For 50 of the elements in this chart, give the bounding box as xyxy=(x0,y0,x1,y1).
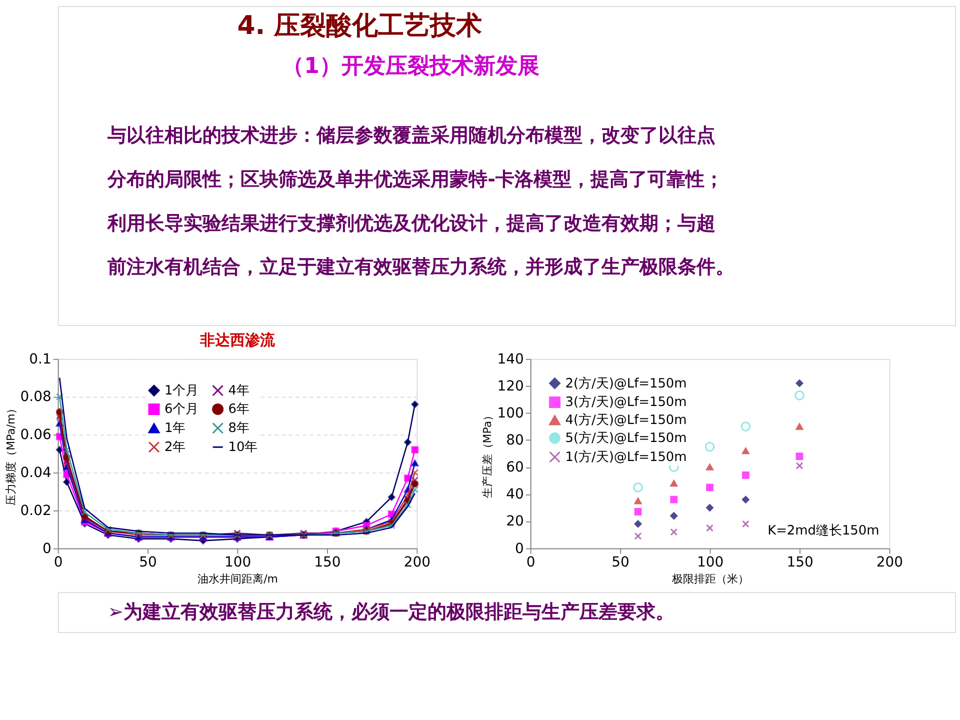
y-tick-label: 0.04 xyxy=(20,465,52,482)
x-tick-label: 50 xyxy=(139,554,157,571)
text: 分布的局限性；区块筛选及单井优选采用蒙特-卡洛模型，提高了可靠性； xyxy=(106,168,724,190)
y-tick-label: 0.1 xyxy=(29,351,52,368)
y-tick-label: 100 xyxy=(497,405,524,422)
y-tick-label: 40 xyxy=(506,486,524,503)
y-tick-label: 0.06 xyxy=(20,427,52,444)
legend-label: 5(方/天)@Lf=150m xyxy=(565,430,687,446)
text: ➢为建立有效驱替压力系统，必须一定的极限排距与生产压差要求。 xyxy=(108,601,675,624)
text: 利用长导实验结果进行支撑剂优选及优化设计，提高了改造有效期；与超 xyxy=(106,212,716,234)
legend-label: 6年 xyxy=(228,402,250,418)
annotation: K=2md缝长150m xyxy=(768,523,880,538)
legend-label: 1年 xyxy=(164,421,186,436)
x-axis-title: 油水井间距离/m xyxy=(198,572,278,586)
text: 与以往相比的技术进步：储层参数覆盖采用随机分布模型，改变了以往点 xyxy=(106,124,716,147)
y-tick-label: 120 xyxy=(497,378,524,394)
text: （1）开发压裂技术新发展 xyxy=(282,52,540,79)
legend-label: 6个月 xyxy=(164,402,199,418)
chart-title: 非达西渗流 xyxy=(198,330,276,349)
x-tick-label: 200 xyxy=(404,554,430,571)
legend-label: 1个月 xyxy=(164,384,199,399)
text: 4. 压裂酸化工艺技术 xyxy=(237,10,482,41)
x-tick-label: 100 xyxy=(696,554,724,571)
legend-label: 1(方/天)@Lf=150m xyxy=(565,449,687,466)
x-tick-label: 100 xyxy=(224,554,252,571)
y-tick-label: 0.08 xyxy=(20,389,52,406)
y-tick-label: 60 xyxy=(506,460,524,476)
y-tick-label: 0 xyxy=(42,540,52,557)
y-tick-label: 20 xyxy=(506,514,524,530)
x-tick-label: 150 xyxy=(786,554,814,571)
text: 前注水有机结合，立足于建立有效驱替压力系统，并形成了生产极限条件。 xyxy=(106,256,735,278)
y-tick-label: 0 xyxy=(514,540,524,557)
x-tick-label: 200 xyxy=(876,554,904,571)
x-axis-title: 极限排距（米） xyxy=(670,572,749,586)
legend-label: 2年 xyxy=(164,440,186,456)
legend-label: 4(方/天)@Lf=150m xyxy=(565,412,687,428)
y-axis-title: 压力梯度（MPa/m） xyxy=(4,402,18,506)
x-tick-label: 0 xyxy=(54,554,63,571)
legend-label: 4年 xyxy=(228,384,250,399)
y-tick-label: 140 xyxy=(497,351,524,368)
legend-label: 10年 xyxy=(228,440,258,456)
y-tick-label: 80 xyxy=(506,432,524,449)
y-tick-label: 0.02 xyxy=(20,502,52,519)
x-tick-label: 0 xyxy=(526,554,536,571)
legend-label: 3(方/天)@Lf=150m xyxy=(565,394,687,410)
legend-label: 2(方/天)@Lf=150m xyxy=(565,375,687,392)
x-tick-label: 150 xyxy=(314,554,341,571)
x-tick-label: 50 xyxy=(612,554,630,571)
legend-label: 8年 xyxy=(228,421,250,436)
y-axis-title: 生产压差（MPa） xyxy=(481,410,494,498)
